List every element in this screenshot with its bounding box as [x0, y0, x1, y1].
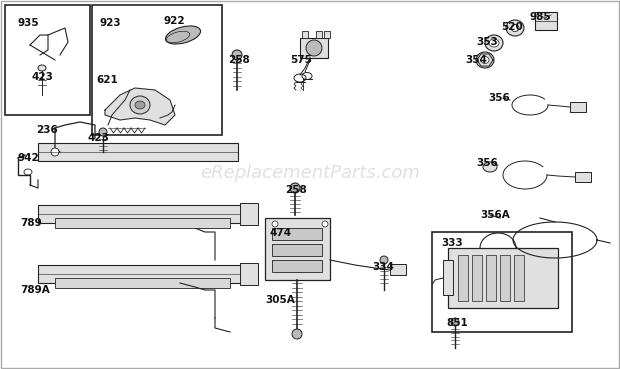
Bar	[302, 31, 308, 38]
Text: 520: 520	[501, 22, 523, 32]
Bar	[324, 31, 330, 38]
Text: 423: 423	[87, 133, 109, 143]
Ellipse shape	[485, 35, 503, 51]
Text: 922: 922	[163, 16, 185, 26]
Ellipse shape	[272, 221, 278, 227]
Ellipse shape	[99, 128, 107, 136]
Text: 923: 923	[100, 18, 122, 28]
Text: 985: 985	[530, 12, 552, 22]
Bar	[38, 143, 238, 161]
Text: 356: 356	[476, 158, 498, 168]
Bar	[265, 218, 330, 280]
Ellipse shape	[506, 20, 524, 36]
Ellipse shape	[38, 65, 46, 71]
Polygon shape	[477, 54, 493, 66]
Ellipse shape	[483, 162, 497, 172]
Bar	[55, 218, 230, 228]
Text: 621: 621	[96, 75, 118, 85]
Ellipse shape	[481, 56, 489, 63]
Bar	[570, 102, 586, 112]
Ellipse shape	[166, 26, 200, 44]
Text: 575: 575	[290, 55, 312, 65]
Bar	[92, 5, 222, 135]
Text: 353: 353	[476, 37, 498, 47]
Text: 236: 236	[36, 125, 58, 135]
Bar	[514, 255, 524, 301]
Bar	[458, 255, 468, 301]
Text: 789: 789	[20, 218, 42, 228]
Ellipse shape	[380, 256, 388, 264]
Bar	[448, 248, 558, 308]
Ellipse shape	[476, 52, 494, 68]
Bar	[535, 12, 557, 30]
Text: 851: 851	[446, 318, 467, 328]
Bar	[272, 228, 322, 240]
Ellipse shape	[135, 101, 145, 109]
Text: 258: 258	[285, 185, 307, 195]
Ellipse shape	[306, 40, 322, 56]
Bar	[300, 38, 328, 58]
Text: 356: 356	[488, 93, 510, 103]
Text: 334: 334	[372, 262, 394, 272]
Ellipse shape	[51, 148, 59, 156]
Ellipse shape	[489, 39, 499, 47]
Ellipse shape	[232, 50, 242, 60]
Text: 942: 942	[18, 153, 40, 163]
Text: 333: 333	[441, 238, 463, 248]
Text: 474: 474	[270, 228, 292, 238]
Bar	[500, 255, 510, 301]
Polygon shape	[105, 88, 175, 125]
Text: 258: 258	[228, 55, 250, 65]
Text: 356A: 356A	[480, 210, 510, 220]
Bar	[432, 232, 572, 332]
Bar	[38, 265, 248, 283]
Bar	[55, 278, 230, 288]
Bar	[486, 255, 496, 301]
Ellipse shape	[451, 318, 459, 326]
Ellipse shape	[130, 96, 150, 114]
Bar	[390, 264, 406, 275]
Text: eReplacementParts.com: eReplacementParts.com	[200, 165, 420, 182]
Bar	[240, 203, 258, 225]
Ellipse shape	[292, 329, 302, 339]
Bar	[443, 260, 453, 295]
Ellipse shape	[511, 24, 519, 31]
Bar	[272, 260, 322, 272]
Text: 935: 935	[17, 18, 38, 28]
Bar	[472, 255, 482, 301]
Ellipse shape	[290, 183, 300, 193]
Ellipse shape	[322, 221, 328, 227]
Bar	[38, 205, 248, 223]
Bar	[240, 263, 258, 285]
Text: 354: 354	[465, 55, 487, 65]
Text: 423: 423	[32, 72, 54, 82]
Text: 305A: 305A	[265, 295, 294, 305]
Bar	[272, 244, 322, 256]
Text: 789A: 789A	[20, 285, 50, 295]
Bar	[5, 5, 90, 115]
Bar	[316, 31, 322, 38]
Bar	[575, 172, 591, 182]
